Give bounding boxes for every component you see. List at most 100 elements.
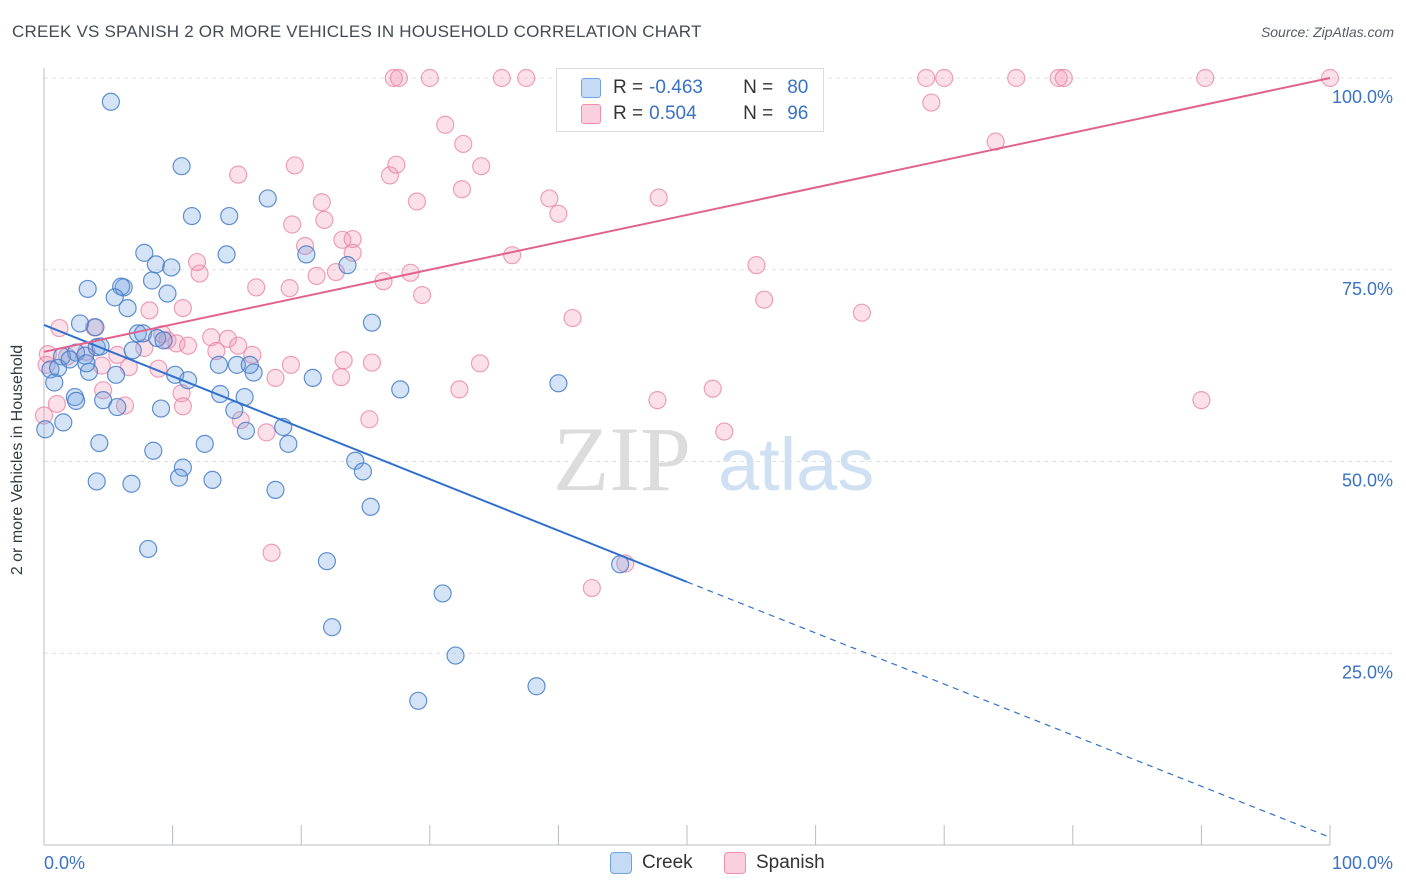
spanish-swatch bbox=[724, 852, 746, 874]
creek-point bbox=[220, 206, 239, 226]
creek-point bbox=[527, 677, 546, 696]
legend-n-label: N = bbox=[743, 103, 774, 124]
y-axis-label: 2 or more Vehicles in Household bbox=[9, 344, 26, 576]
watermark-atlas: atlas bbox=[718, 423, 874, 506]
spanish-point bbox=[94, 381, 113, 400]
spanish-point bbox=[649, 188, 668, 207]
spanish-point bbox=[412, 285, 432, 305]
spanish-point bbox=[1192, 391, 1211, 410]
spanish-point bbox=[648, 391, 667, 410]
creek-point bbox=[409, 691, 428, 710]
legend-spanish-r: 0.504 bbox=[649, 103, 697, 124]
spanish-point bbox=[229, 165, 248, 184]
spanish-point bbox=[334, 351, 353, 370]
spanish-point bbox=[582, 578, 601, 598]
spanish-point bbox=[380, 166, 400, 185]
spanish-point bbox=[140, 301, 159, 320]
creek-swatch bbox=[581, 78, 601, 98]
spanish-point bbox=[190, 264, 209, 283]
creek-point bbox=[108, 397, 127, 417]
creek-point bbox=[70, 314, 90, 333]
spanish-point bbox=[517, 68, 536, 88]
spanish-point bbox=[407, 192, 427, 211]
creek-point bbox=[146, 255, 165, 274]
spanish-point bbox=[1196, 68, 1215, 88]
series-legend-spanish[interactable]: Spanish bbox=[724, 852, 825, 874]
creek-point bbox=[122, 474, 141, 493]
creek-point bbox=[362, 313, 382, 332]
trend-lines bbox=[43, 77, 1331, 838]
creek-point bbox=[549, 374, 568, 393]
x-tick-label: 100.0% bbox=[1332, 853, 1393, 873]
creek-point bbox=[258, 189, 277, 208]
spanish-point bbox=[207, 341, 226, 361]
creek-point bbox=[77, 354, 96, 373]
legend-n-label: N = bbox=[743, 77, 774, 98]
creek-point bbox=[446, 646, 465, 665]
creek-points bbox=[36, 92, 630, 710]
spanish-point bbox=[231, 410, 250, 430]
creek-point bbox=[162, 258, 181, 277]
spanish-point bbox=[436, 115, 455, 134]
spanish-point bbox=[218, 329, 237, 348]
creek-point bbox=[45, 373, 64, 392]
creek-point bbox=[86, 318, 105, 337]
spanish-point bbox=[115, 396, 135, 415]
creek-point bbox=[361, 497, 380, 516]
spanish-point bbox=[452, 180, 472, 199]
legend-creek-n: 80 bbox=[787, 77, 809, 98]
creek-swatch bbox=[610, 852, 632, 874]
spanish-point bbox=[563, 308, 582, 328]
spanish-point bbox=[1049, 68, 1068, 88]
creek-point bbox=[236, 421, 256, 440]
spanish-point bbox=[315, 210, 334, 229]
creek-point bbox=[105, 288, 124, 307]
creek-point bbox=[135, 243, 154, 262]
spanish-points bbox=[34, 68, 1340, 598]
creek-point bbox=[227, 355, 246, 374]
legend-r-label: R = bbox=[613, 77, 644, 98]
spanish-point bbox=[187, 252, 207, 272]
creek-point bbox=[78, 279, 97, 299]
spanish-point bbox=[1054, 68, 1073, 88]
spanish-point bbox=[503, 246, 522, 265]
spanish-point bbox=[492, 68, 511, 88]
creek-trend-extension bbox=[686, 581, 1331, 838]
spanish-point bbox=[283, 215, 302, 234]
spanish-point bbox=[384, 68, 403, 88]
spanish-point bbox=[387, 155, 406, 174]
creek-point bbox=[433, 584, 452, 603]
creek-point bbox=[303, 368, 322, 387]
axes bbox=[43, 68, 1331, 846]
spanish-point bbox=[281, 355, 301, 374]
series-legend: Creek Spanish bbox=[0, 852, 1406, 878]
spanish-point bbox=[852, 303, 871, 322]
spanish-point bbox=[715, 422, 734, 441]
spanish-point bbox=[540, 189, 559, 208]
spanish-point bbox=[247, 278, 266, 297]
creek-point bbox=[144, 441, 163, 460]
creek-point bbox=[60, 350, 79, 369]
spanish-point bbox=[285, 156, 304, 175]
spanish-point bbox=[266, 368, 285, 387]
creek-point bbox=[169, 468, 189, 487]
spanish-point bbox=[420, 68, 439, 88]
correlation-legend: R = -0.463 N = 80 R = 0.504 N = 96 bbox=[556, 68, 824, 132]
legend-creek-r: -0.463 bbox=[649, 77, 703, 98]
creek-point bbox=[151, 399, 171, 418]
y-tick-label: 100.0% bbox=[1332, 87, 1393, 107]
legend-row-spanish: R = 0.504 N = 96 bbox=[581, 102, 808, 126]
creek-point bbox=[106, 365, 126, 384]
creek-point bbox=[91, 337, 110, 356]
series-legend-creek[interactable]: Creek bbox=[610, 852, 693, 874]
creek-point bbox=[139, 539, 158, 559]
spanish-point bbox=[747, 256, 766, 275]
creek-point bbox=[123, 341, 142, 360]
spanish-point bbox=[472, 157, 491, 176]
watermark-zip: ZIP bbox=[553, 408, 691, 510]
creek-point bbox=[279, 434, 298, 453]
spanish-point bbox=[922, 93, 941, 112]
spanish-point bbox=[389, 68, 409, 88]
creek-point bbox=[338, 256, 357, 275]
